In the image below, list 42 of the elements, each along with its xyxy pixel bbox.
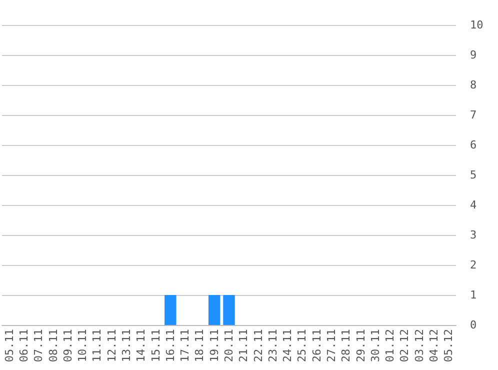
x-tick-label: 29.11	[354, 329, 368, 362]
x-tick-label: 17.11	[178, 329, 192, 362]
x-tick-label: 27.11	[325, 329, 338, 362]
x-tick-label: 15.11	[149, 329, 162, 362]
x-tick-label: 08.11	[46, 329, 60, 362]
x-tick-label: 03.12	[412, 329, 426, 362]
y-tick-label: 7	[470, 108, 477, 122]
x-tick-label: 23.11	[266, 329, 280, 362]
x-tick-label: 18.11	[193, 329, 206, 362]
x-tick-label: 04.12	[428, 329, 441, 362]
x-tick-label: 13.11	[120, 329, 133, 362]
y-tick-label: 4	[470, 198, 477, 212]
x-tick-label: 05.12	[442, 329, 456, 362]
y-tick-label: 1	[470, 288, 477, 302]
x-tick-label: 30.11	[368, 329, 382, 362]
y-tick-label: 2	[470, 258, 477, 272]
x-tick-label: 26.11	[310, 329, 324, 362]
x-tick-label: 09.11	[61, 329, 74, 362]
y-tick-label: 10	[470, 18, 484, 32]
x-tick-label: 19.11	[208, 329, 221, 362]
x-tick-label: 01.12	[384, 329, 397, 362]
x-tick-label: 21.11	[237, 329, 250, 362]
x-tick-label: 06.11	[17, 329, 30, 362]
x-tick-label: 11.11	[90, 329, 104, 362]
y-tick-label: 9	[470, 48, 477, 62]
x-tick-label: 25.11	[296, 329, 309, 362]
x-tick-label: 05.11	[2, 329, 16, 362]
y-tick-label: 5	[470, 168, 477, 182]
x-tick-label: 28.11	[340, 329, 353, 362]
x-tick-label: 20.11	[222, 329, 236, 362]
y-tick-label: 6	[470, 138, 477, 152]
x-tick-label: 02.12	[398, 329, 412, 362]
x-tick-label: 24.11	[281, 329, 294, 362]
x-tick-label: 07.11	[32, 329, 46, 362]
x-tick-label: 12.11	[105, 329, 118, 362]
x-tick-label: 10.11	[76, 329, 90, 362]
x-tick-label: 22.11	[252, 329, 265, 362]
y-tick-label: 0	[470, 318, 477, 332]
y-tick-label: 3	[470, 228, 477, 242]
x-tick-label: 14.11	[134, 329, 148, 362]
x-tick-label: 16.11	[164, 329, 177, 362]
y-tick-label: 8	[470, 78, 477, 92]
